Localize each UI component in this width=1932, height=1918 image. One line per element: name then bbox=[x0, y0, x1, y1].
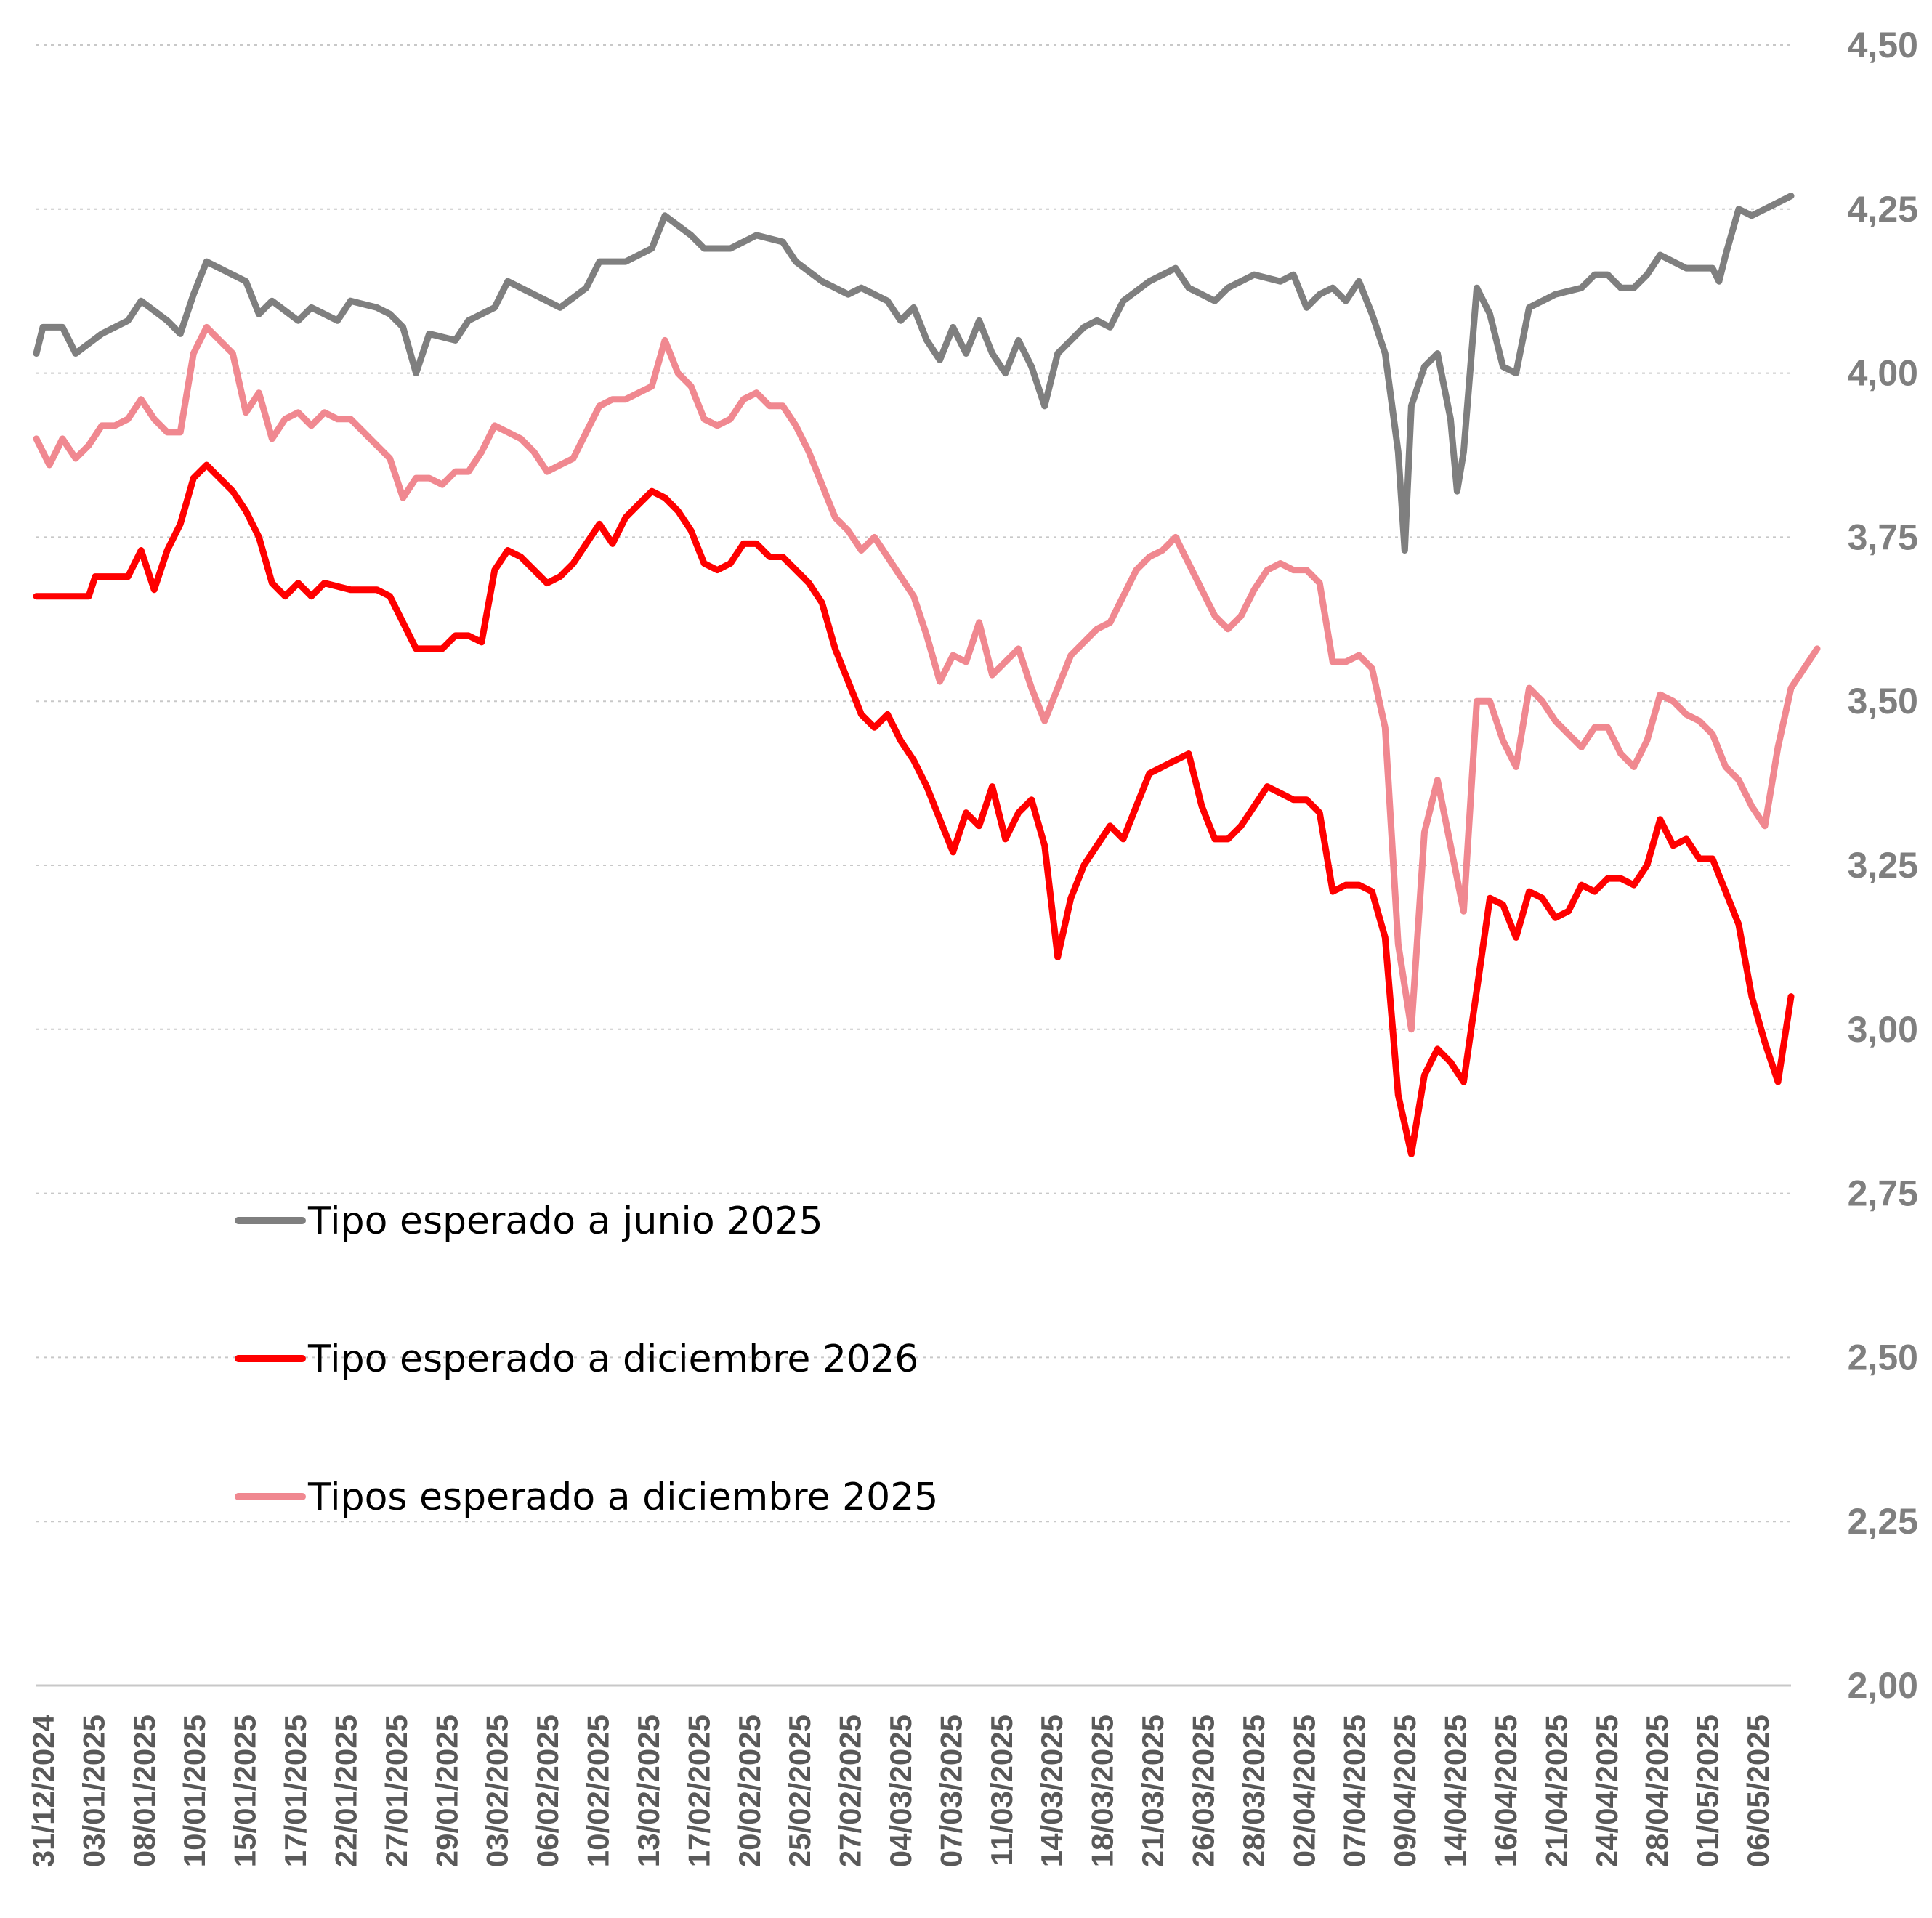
x-tick-label: 20/02/2025 bbox=[732, 1715, 767, 1867]
series-line-1 bbox=[33, 193, 1795, 554]
series-line-3 bbox=[33, 323, 1821, 1033]
x-tick-label: 27/01/2025 bbox=[379, 1715, 413, 1867]
x-tick-label: 04/03/2025 bbox=[884, 1715, 918, 1867]
x-tick-label: 17/02/2025 bbox=[682, 1715, 716, 1867]
x-tick-label: 10/01/2025 bbox=[177, 1715, 211, 1867]
y-axis-ticks: 4,50 4,25 4,00 3,75 3,50 3,25 3,00 2,75 2,50 2,25… bbox=[1848, 25, 1918, 1706]
x-tick-label: 21/03/2025 bbox=[1136, 1715, 1170, 1867]
x-tick-label: 06/05/2025 bbox=[1741, 1715, 1775, 1867]
x-tick-label: 25/02/2025 bbox=[783, 1715, 817, 1867]
x-tick-label: 13/02/2025 bbox=[631, 1715, 666, 1867]
x-tick-label: 22/01/2025 bbox=[328, 1715, 363, 1867]
x-tick-label: 26/03/2025 bbox=[1186, 1715, 1220, 1867]
legend-label: Tipos esperado a diciembre 2025 bbox=[307, 1476, 938, 1519]
x-tick-label: 17/01/2025 bbox=[278, 1715, 312, 1867]
x-tick-label: 29/01/2025 bbox=[429, 1715, 464, 1867]
y-tick-label: 3,25 bbox=[1848, 845, 1918, 886]
y-tick-label: 4,25 bbox=[1848, 189, 1918, 230]
x-axis-ticks: 31/12/2024 03/01/2025 08/01/2025 10/01/2025… bbox=[26, 1714, 1775, 1867]
x-tick-label: 27/02/2025 bbox=[833, 1715, 868, 1867]
x-tick-label: 07/04/2025 bbox=[1338, 1715, 1372, 1867]
y-tick-label: 2,00 bbox=[1848, 1665, 1918, 1706]
y-tick-label: 2,25 bbox=[1848, 1501, 1918, 1542]
series-line-2 bbox=[33, 461, 1795, 1157]
series-lines bbox=[33, 193, 1821, 1157]
x-tick-label: 02/04/2025 bbox=[1287, 1715, 1321, 1867]
x-tick-label: 06/02/2025 bbox=[530, 1715, 565, 1867]
x-tick-label: 11/03/2025 bbox=[985, 1715, 1019, 1866]
x-tick-label: 14/03/2025 bbox=[1035, 1715, 1069, 1867]
x-tick-label: 01/05/2025 bbox=[1691, 1715, 1725, 1867]
y-tick-label: 2,50 bbox=[1848, 1337, 1918, 1377]
y-tick-label: 2,75 bbox=[1848, 1173, 1918, 1214]
y-tick-label: 3,00 bbox=[1848, 1009, 1918, 1050]
x-tick-label: 15/01/2025 bbox=[228, 1715, 262, 1867]
x-tick-label: 14/04/2025 bbox=[1439, 1715, 1473, 1867]
y-tick-label: 3,75 bbox=[1848, 517, 1918, 557]
y-tick-label: 4,50 bbox=[1848, 25, 1918, 65]
y-tick-label: 3,50 bbox=[1848, 681, 1918, 721]
x-tick-label: 21/04/2025 bbox=[1539, 1715, 1573, 1867]
y-tick-label: 4,00 bbox=[1848, 353, 1918, 394]
x-tick-label: 24/04/2025 bbox=[1590, 1715, 1624, 1867]
gridlines bbox=[36, 44, 1791, 1687]
legend-label: Tipo esperado a junio 2025 bbox=[307, 1199, 823, 1243]
x-tick-label: 09/04/2025 bbox=[1388, 1715, 1422, 1867]
x-tick-label: 03/02/2025 bbox=[480, 1715, 514, 1867]
legend: Tipo esperado a junio 2025 Tipo esperado … bbox=[235, 1199, 938, 1519]
legend-label: Tipo esperado a diciembre 2026 bbox=[307, 1338, 918, 1381]
x-tick-label: 07/03/2025 bbox=[934, 1715, 968, 1867]
x-tick-label: 10/02/2025 bbox=[581, 1715, 615, 1867]
x-tick-label: 28/04/2025 bbox=[1640, 1715, 1674, 1867]
x-tick-label: 28/03/2025 bbox=[1237, 1715, 1271, 1867]
x-tick-label: 31/12/2024 bbox=[26, 1714, 60, 1867]
x-tick-label: 08/01/2025 bbox=[127, 1715, 161, 1867]
x-tick-label: 16/04/2025 bbox=[1489, 1715, 1523, 1867]
x-tick-label: 18/03/2025 bbox=[1086, 1715, 1120, 1867]
x-tick-label: 03/01/2025 bbox=[76, 1715, 110, 1867]
